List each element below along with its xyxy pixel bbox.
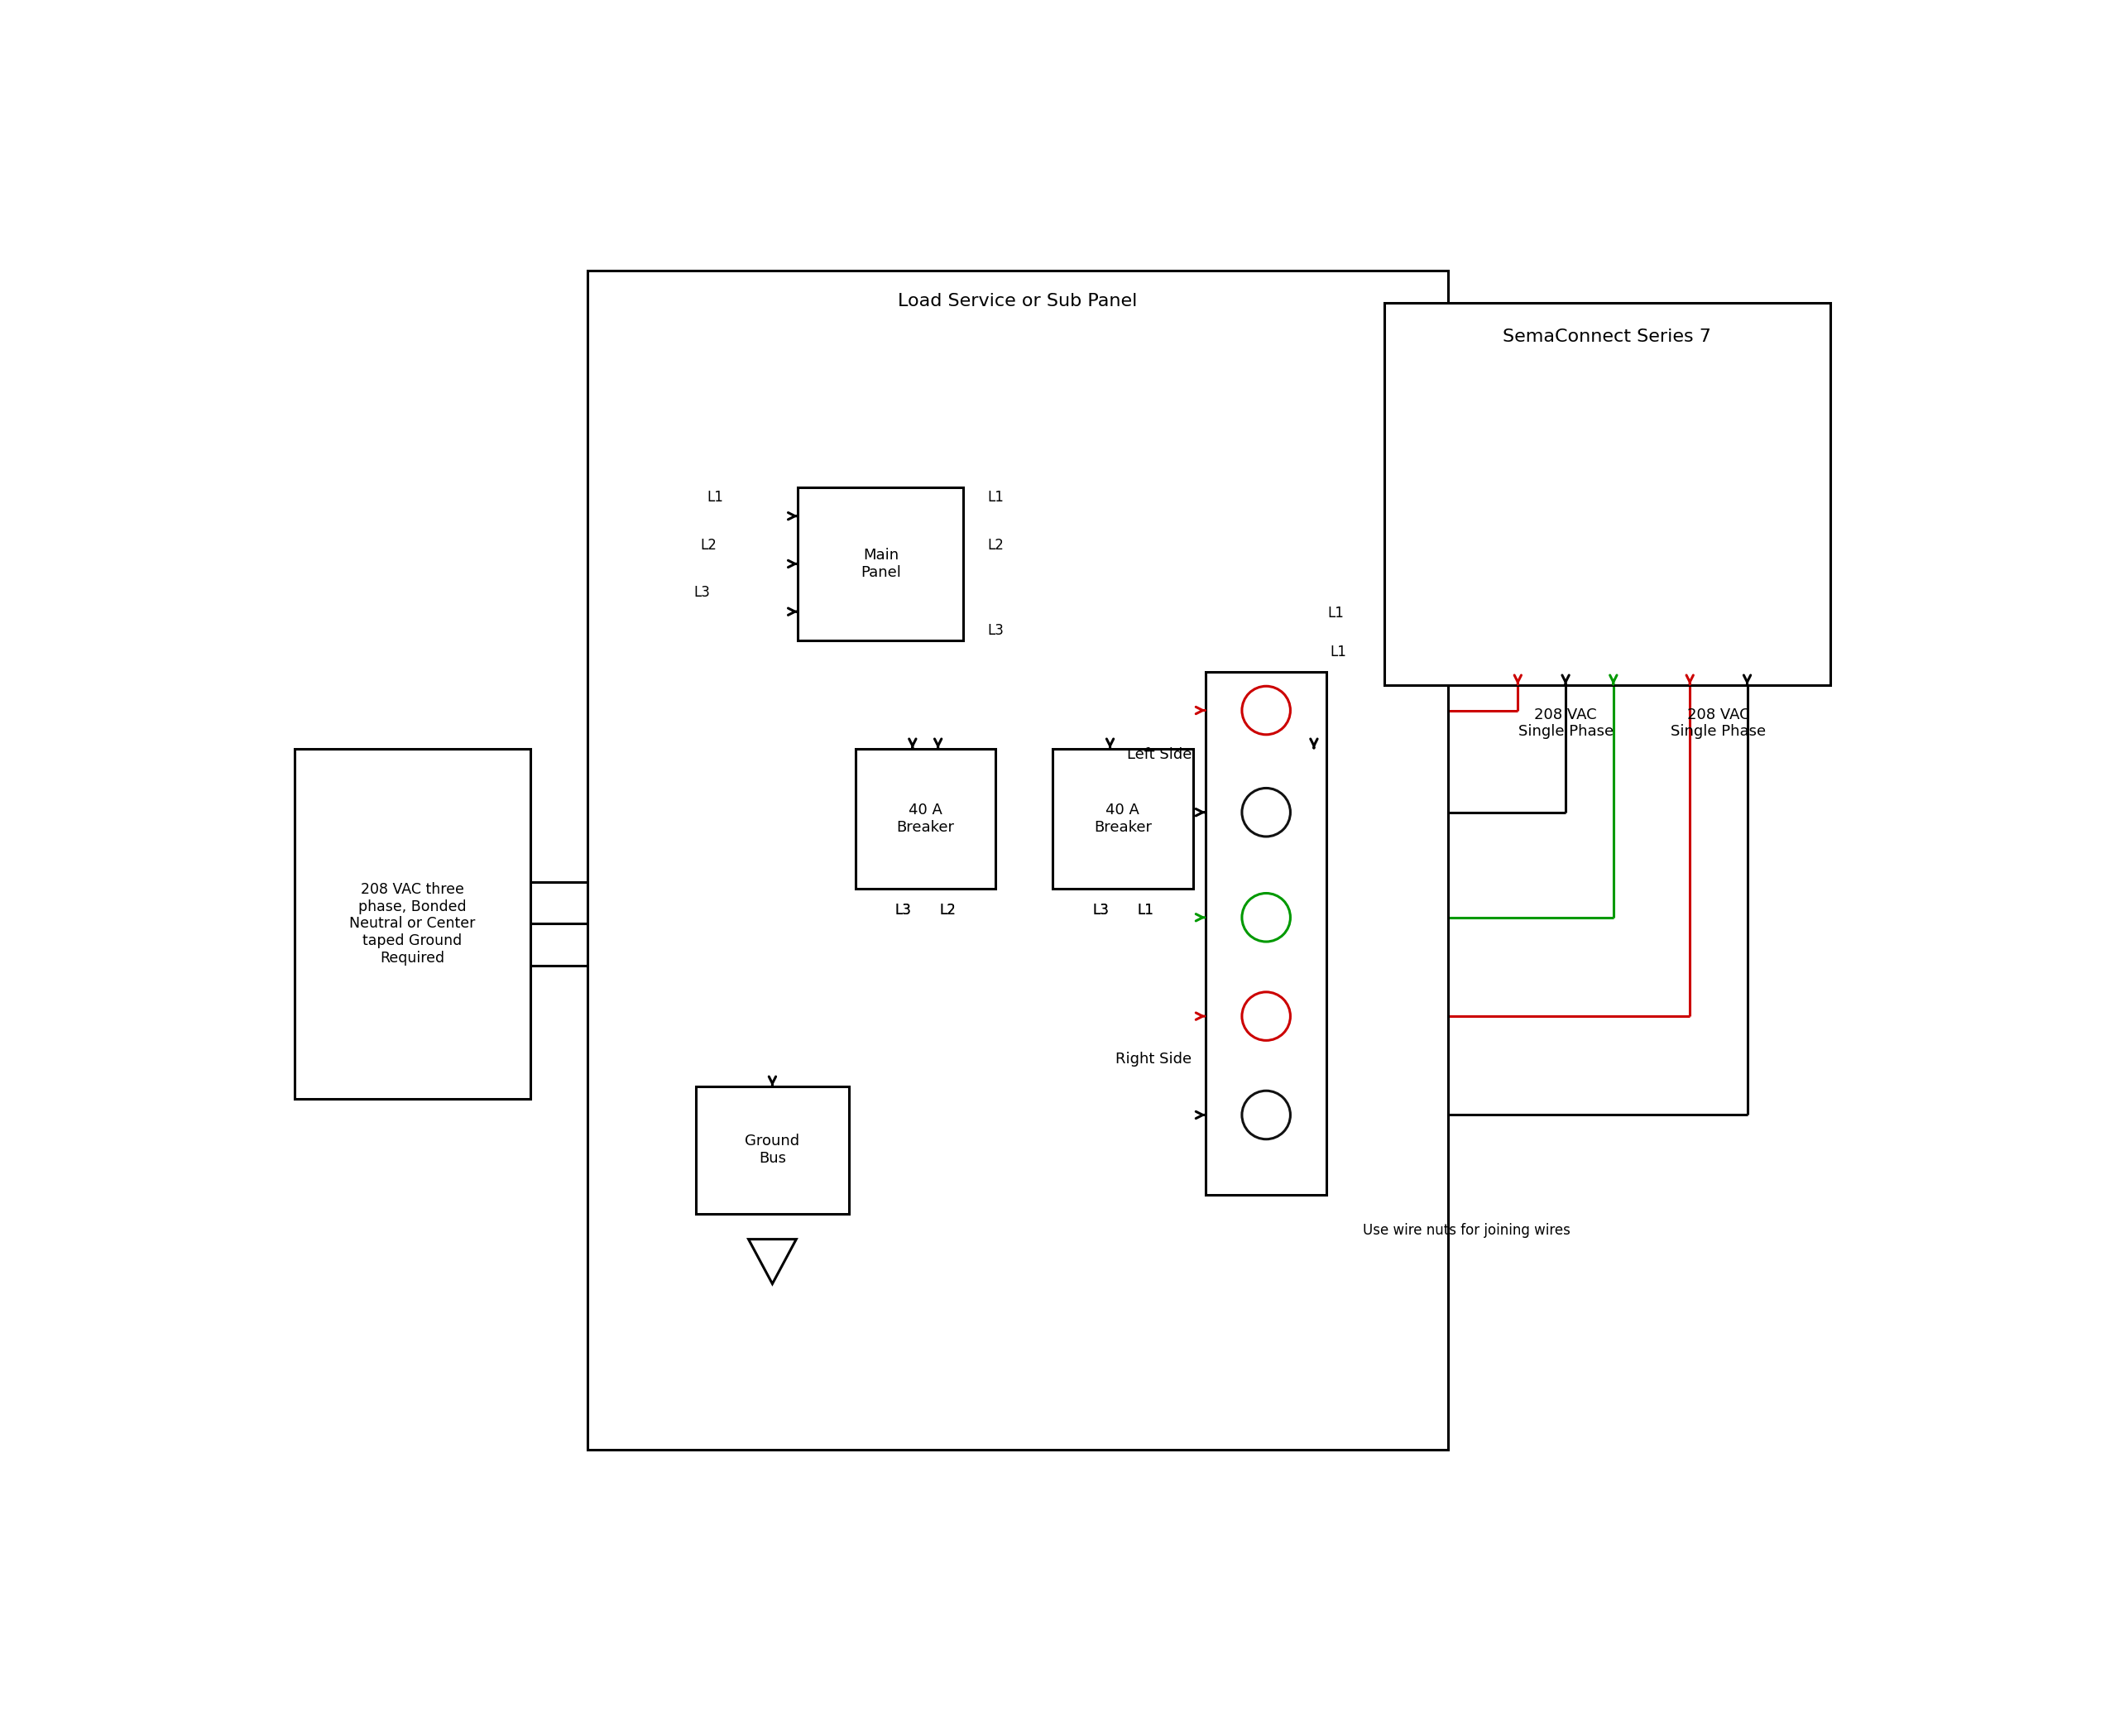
Text: L1: L1	[1137, 903, 1154, 918]
Text: Use wire nuts for joining wires: Use wire nuts for joining wires	[1363, 1224, 1570, 1238]
Bar	[1384, 302, 1829, 686]
Text: Left Side: Left Side	[1127, 748, 1192, 762]
Text: L3: L3	[694, 585, 711, 601]
Text: L1: L1	[707, 490, 724, 505]
Text: L2: L2	[939, 903, 956, 918]
Text: L3: L3	[895, 903, 912, 918]
Text: Ground
Bus: Ground Bus	[745, 1134, 800, 1167]
Text: 40 A
Breaker: 40 A Breaker	[897, 802, 954, 835]
Text: L1: L1	[1327, 606, 1344, 621]
Bar	[696, 1087, 848, 1213]
Text: L3: L3	[1093, 903, 1108, 918]
Text: Load Service or Sub Panel: Load Service or Sub Panel	[899, 293, 1137, 309]
Text: SemaConnect Series 7: SemaConnect Series 7	[1502, 328, 1711, 345]
Text: 208 VAC three
phase, Bonded
Neutral or Center
taped Ground
Required: 208 VAC three phase, Bonded Neutral or C…	[350, 882, 475, 965]
Text: L3: L3	[1093, 903, 1108, 918]
Bar	[1053, 748, 1192, 889]
Text: L1: L1	[1137, 903, 1154, 918]
Text: L2: L2	[987, 538, 1004, 552]
Text: Right Side: Right Side	[1116, 1052, 1192, 1066]
Text: L1: L1	[987, 490, 1004, 505]
Text: 208 VAC
Single Phase: 208 VAC Single Phase	[1671, 707, 1766, 740]
Text: Main
Panel: Main Panel	[861, 549, 901, 580]
Bar	[587, 271, 1447, 1450]
Text: L1: L1	[1329, 644, 1346, 660]
Text: L2: L2	[701, 538, 717, 552]
Text: 208 VAC
Single Phase: 208 VAC Single Phase	[1517, 707, 1614, 740]
Text: 40 A
Breaker: 40 A Breaker	[1093, 802, 1152, 835]
Text: L3: L3	[895, 903, 912, 918]
Bar	[855, 748, 996, 889]
Text: L3: L3	[987, 623, 1004, 639]
Bar	[295, 748, 530, 1099]
Text: L2: L2	[939, 903, 956, 918]
Bar	[798, 488, 964, 641]
Bar	[1205, 672, 1327, 1194]
